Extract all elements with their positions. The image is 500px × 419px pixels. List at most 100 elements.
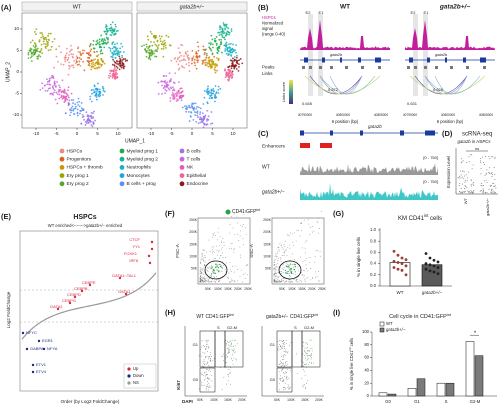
umap-cell xyxy=(215,42,218,45)
umap-cell xyxy=(45,40,48,43)
umap-cell xyxy=(47,38,50,41)
umap-cell xyxy=(223,44,226,47)
gene-point xyxy=(118,276,122,280)
umap-cell xyxy=(164,41,167,44)
cell-point xyxy=(462,170,464,172)
umap-cell xyxy=(188,57,191,60)
umap-cell xyxy=(165,46,167,49)
umap-cell xyxy=(60,90,63,93)
event xyxy=(292,241,294,243)
umap-cell xyxy=(182,95,185,97)
exon xyxy=(358,57,361,63)
coverage-track xyxy=(300,20,390,50)
umap-cell xyxy=(233,67,236,70)
event xyxy=(205,281,207,283)
event xyxy=(306,382,307,384)
event xyxy=(236,343,238,345)
event xyxy=(209,385,211,387)
umap-cell xyxy=(29,41,32,44)
umap-cell xyxy=(230,30,233,33)
umap-cell xyxy=(40,32,43,34)
umap-cell xyxy=(210,92,213,95)
event xyxy=(318,281,320,283)
y-tick-label: 200K xyxy=(263,230,272,234)
umap-cell xyxy=(196,59,198,62)
umap-cell xyxy=(202,126,205,129)
event xyxy=(299,235,301,237)
event xyxy=(233,249,235,251)
gate xyxy=(276,330,293,368)
cell-point xyxy=(460,187,462,189)
event xyxy=(201,385,203,387)
event xyxy=(219,257,221,259)
x-tick-label: 100K xyxy=(288,287,297,291)
panel-subtitle: gata2b in HSPCs xyxy=(458,139,492,144)
umap-cell xyxy=(85,111,88,114)
event xyxy=(242,244,244,246)
gene-point xyxy=(37,339,41,343)
event xyxy=(288,388,290,390)
colorbar-title: Links score xyxy=(281,81,286,102)
event xyxy=(202,258,204,260)
bar xyxy=(445,382,455,397)
umap-cell xyxy=(208,97,211,100)
y-tick-label: 60 xyxy=(364,355,369,360)
umap-cell xyxy=(196,61,199,64)
event xyxy=(309,355,311,357)
link-score: 0.645 xyxy=(302,101,313,106)
umap-cell xyxy=(57,60,59,63)
label: gata2b+/− CD41:GFPint xyxy=(266,313,318,320)
umap-cell xyxy=(79,109,82,112)
event xyxy=(304,357,306,359)
umap-cell xyxy=(165,75,168,77)
event xyxy=(288,388,290,390)
legend-swatch xyxy=(119,148,125,154)
umap-cell xyxy=(116,67,119,69)
umap-cell xyxy=(225,44,228,47)
umap-cell xyxy=(196,41,199,44)
umap-cell xyxy=(83,118,85,121)
cell-point xyxy=(459,182,461,184)
umap-cell xyxy=(102,89,105,92)
umap-cell xyxy=(224,38,226,41)
umap-cell xyxy=(98,90,100,93)
event xyxy=(231,358,232,360)
bar xyxy=(474,355,484,397)
event xyxy=(276,264,278,266)
event xyxy=(200,253,202,255)
event xyxy=(306,342,308,344)
cell-point xyxy=(460,192,462,194)
event xyxy=(316,220,318,222)
umap-cell xyxy=(175,95,178,98)
event xyxy=(298,270,300,272)
legend-label: WT xyxy=(386,321,393,326)
cell-point xyxy=(461,161,463,163)
umap-cell xyxy=(67,56,70,59)
umap-cell xyxy=(46,80,49,83)
plot-frame xyxy=(197,217,251,285)
umap-cell xyxy=(143,44,145,47)
peak xyxy=(361,66,364,69)
region-label: E2 xyxy=(411,10,417,15)
event xyxy=(286,249,288,251)
event xyxy=(224,269,226,270)
umap-cell xyxy=(122,62,125,65)
gene-label: CEBPG xyxy=(62,298,76,303)
umap-cell xyxy=(186,106,189,109)
umap-cell xyxy=(68,61,70,64)
umap-cell xyxy=(110,34,113,37)
umap-cell xyxy=(53,84,56,87)
umap-cell xyxy=(45,43,47,46)
event xyxy=(282,368,284,370)
umap-cell xyxy=(225,71,228,74)
event xyxy=(206,384,208,386)
event xyxy=(307,347,308,349)
umap-cell xyxy=(122,65,125,67)
umap-cell xyxy=(214,100,216,103)
umap-cell xyxy=(43,42,45,45)
event xyxy=(281,340,283,342)
event xyxy=(201,253,203,254)
umap-cell xyxy=(35,48,37,50)
event xyxy=(291,281,293,283)
umap-cell xyxy=(151,50,154,53)
